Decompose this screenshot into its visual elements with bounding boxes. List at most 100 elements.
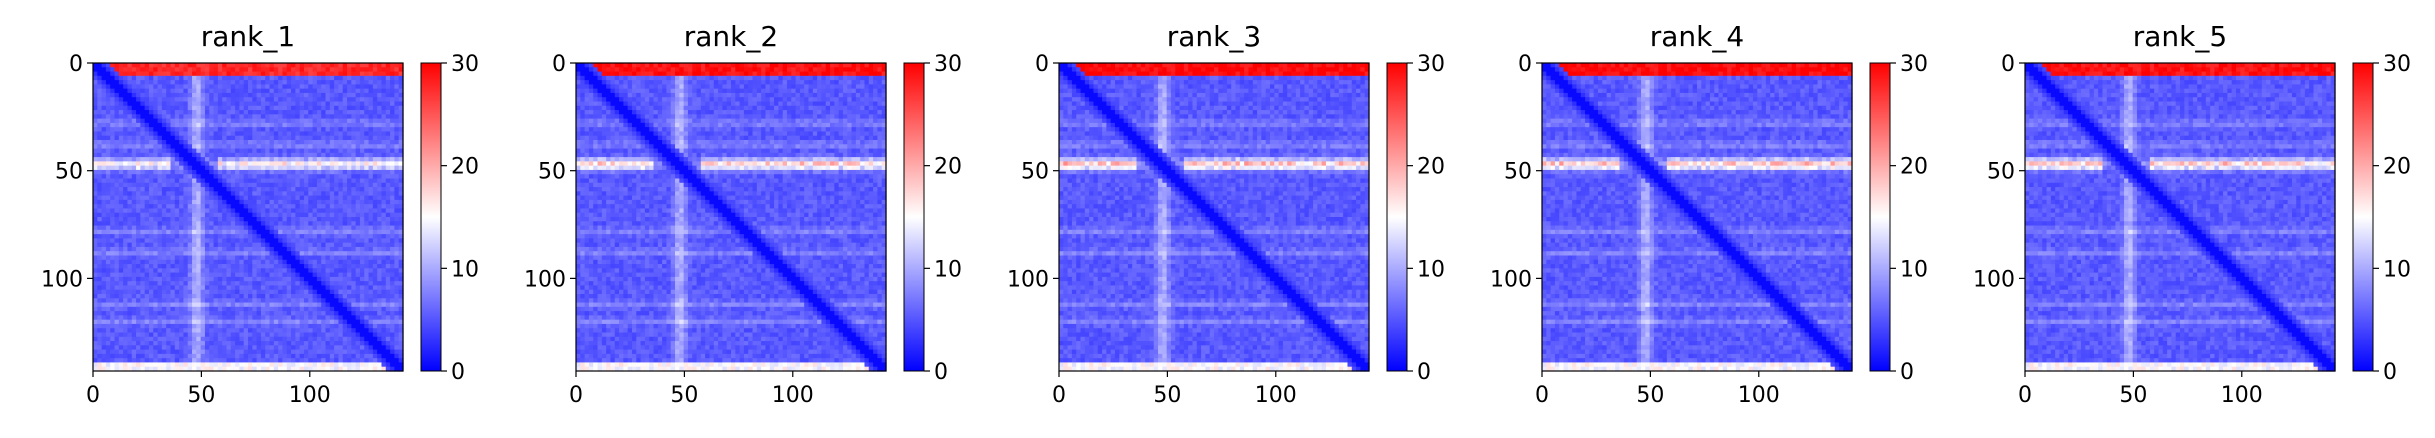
heatmap-cell	[317, 161, 322, 166]
heatmap-cell	[313, 63, 318, 68]
heatmap-cell	[261, 149, 266, 154]
heatmap-cell	[153, 110, 158, 115]
heatmap-cell	[162, 131, 167, 136]
heatmap-cell	[166, 102, 171, 107]
heatmap-cell	[153, 153, 158, 158]
heatmap-cell	[119, 183, 124, 188]
heatmap-cell	[295, 110, 300, 115]
heatmap-cell	[326, 89, 331, 94]
heatmap-cell	[291, 157, 296, 162]
heatmap-cell	[93, 183, 98, 188]
heatmap-cell	[93, 63, 98, 68]
heatmap-cell	[257, 131, 262, 136]
heatmap-cell	[149, 106, 154, 111]
heatmap-cell	[334, 67, 339, 72]
heatmap-cell	[145, 110, 150, 115]
heatmap-cell	[334, 114, 339, 119]
heatmap-cell	[257, 72, 262, 77]
heatmap-cell	[205, 76, 210, 81]
heatmap-cell	[347, 179, 352, 184]
heatmap-cell	[171, 170, 176, 175]
heatmap-cell	[226, 127, 231, 132]
heatmap-cell	[287, 153, 292, 158]
heatmap-cell	[257, 76, 262, 81]
heatmap-cell	[313, 72, 318, 77]
heatmap-cell	[145, 80, 150, 85]
heatmap-cell	[205, 153, 210, 158]
heatmap-cell	[149, 157, 154, 162]
heatmap-cell	[123, 174, 128, 179]
heatmap-cell	[127, 93, 132, 98]
heatmap-cell	[278, 136, 283, 141]
heatmap-cell	[140, 166, 145, 171]
heatmap-cell	[252, 140, 257, 145]
heatmap-cell	[158, 114, 163, 119]
heatmap-cell	[369, 114, 374, 119]
heatmap-cell	[127, 153, 132, 158]
heatmap-cell	[287, 183, 292, 188]
heatmap-cell	[235, 183, 240, 188]
heatmap-cell	[244, 89, 249, 94]
heatmap-cell	[274, 179, 279, 184]
heatmap-cell	[166, 161, 171, 166]
heatmap-cell	[377, 131, 382, 136]
heatmap-cell	[209, 80, 214, 85]
heatmap-cell	[377, 97, 382, 102]
heatmap-cell	[214, 127, 219, 132]
heatmap-cell	[149, 76, 154, 81]
heatmap-cell	[102, 97, 107, 102]
heatmap-cell	[308, 97, 313, 102]
heatmap-cell	[244, 144, 249, 149]
heatmap-cell	[274, 119, 279, 124]
heatmap-cell	[149, 127, 154, 132]
heatmap-cell	[265, 89, 270, 94]
heatmap-cell	[162, 76, 167, 81]
heatmap-cell	[205, 131, 210, 136]
heatmap-cell	[338, 153, 343, 158]
heatmap-cell	[373, 153, 378, 158]
heatmap-cell	[373, 144, 378, 149]
heatmap-cell	[205, 179, 210, 184]
heatmap-cell	[356, 110, 361, 115]
heatmap-cell	[149, 136, 154, 141]
heatmap-cell	[313, 76, 318, 81]
heatmap-cell	[209, 170, 214, 175]
heatmap-cell	[102, 127, 107, 132]
heatmap-cell	[188, 123, 193, 128]
heatmap-cell	[326, 84, 331, 89]
heatmap-cell	[360, 93, 365, 98]
heatmap-cell	[179, 157, 184, 162]
heatmap-cell	[356, 179, 361, 184]
heatmap-cell	[265, 110, 270, 115]
heatmap-cell	[351, 110, 356, 115]
heatmap-cell	[102, 84, 107, 89]
heatmap-cell	[179, 153, 184, 158]
heatmap-cell	[300, 161, 305, 166]
heatmap-cell	[330, 166, 335, 171]
heatmap-cell	[153, 89, 158, 94]
heatmap-cell	[326, 67, 331, 72]
heatmap-cell	[244, 170, 249, 175]
heatmap-cell	[110, 110, 115, 115]
heatmap-cell	[274, 123, 279, 128]
heatmap-cell	[102, 72, 107, 77]
heatmap-cell	[360, 149, 365, 154]
heatmap-cell	[390, 72, 395, 77]
heatmap-cell	[192, 106, 197, 111]
heatmap-cell	[162, 157, 167, 162]
heatmap-cell	[214, 140, 219, 145]
heatmap-cell	[317, 127, 322, 132]
heatmap-cell	[377, 63, 382, 68]
heatmap-cell	[261, 89, 266, 94]
heatmap-cell	[347, 183, 352, 188]
heatmap-cell	[351, 161, 356, 166]
heatmap-cell	[132, 63, 137, 68]
heatmap-cell	[231, 144, 236, 149]
heatmap-cell	[248, 144, 253, 149]
heatmap-cell	[231, 119, 236, 124]
heatmap-cell	[356, 161, 361, 166]
heatmap-cell	[209, 157, 214, 162]
heatmap-cell	[334, 149, 339, 154]
heatmap-cell	[351, 153, 356, 158]
heatmap-cells	[93, 63, 404, 372]
